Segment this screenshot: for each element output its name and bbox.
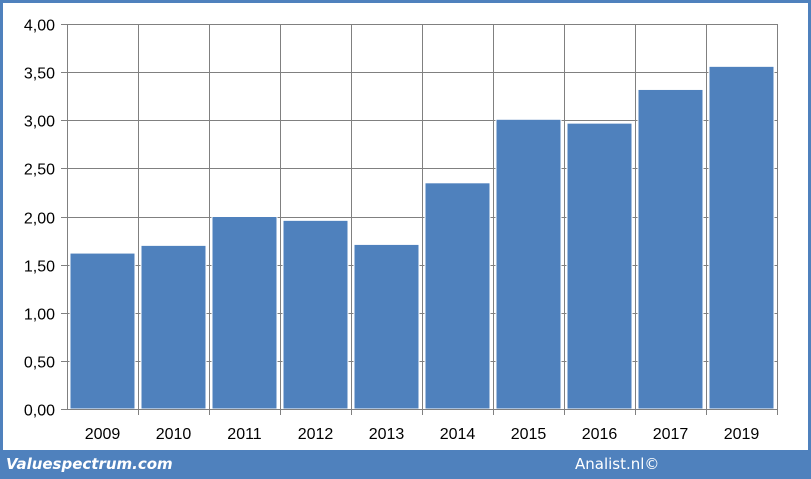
x-tick-label: 2019 xyxy=(724,426,760,443)
footer-source-left: Valuespectrum.com xyxy=(6,455,173,473)
x-tick-label: 2015 xyxy=(511,426,547,443)
plot-panel: 0,00 0,50 1,00 1,50 2,00 2,50 3,00 3,50 4,00 200… xyxy=(3,3,808,450)
y-tick-label: 3,00 xyxy=(24,114,55,131)
x-tick-label: 2012 xyxy=(298,426,334,443)
y-tick-label: 2,50 xyxy=(24,162,55,179)
x-tick-label: 2017 xyxy=(653,426,689,443)
bar-2016 xyxy=(566,122,633,410)
y-tick-label: 3,50 xyxy=(24,66,55,83)
y-tick-labels: 0,00 0,50 1,00 1,50 2,00 2,50 3,00 3,50 4,00 xyxy=(24,18,55,420)
y-tick-label: 1,50 xyxy=(24,259,55,276)
footer-source-right: Analist.nl© xyxy=(575,455,660,473)
y-tick-label: 0,50 xyxy=(24,355,55,372)
bar-2009 xyxy=(69,252,136,410)
bar-2010 xyxy=(140,244,207,410)
bar-2019 xyxy=(708,65,775,410)
x-tick-labels: 2009 2010 2011 2012 2013 2014 2015 2016 2017 2019 xyxy=(85,426,760,443)
bar-2015 xyxy=(495,118,562,410)
bar-2017 xyxy=(637,88,704,410)
y-tick-label: 2,00 xyxy=(24,211,55,228)
y-tick-label: 4,00 xyxy=(24,18,55,35)
y-tick-label: 0,00 xyxy=(24,403,55,420)
bar-2014 xyxy=(424,182,491,410)
x-tick-label: 2009 xyxy=(85,426,121,443)
bars xyxy=(69,65,775,410)
grid-lines xyxy=(67,24,778,409)
bar-2012 xyxy=(282,219,349,410)
bar-2011 xyxy=(211,216,278,410)
bar-2013 xyxy=(353,243,420,410)
bar-chart: 0,00 0,50 1,00 1,50 2,00 2,50 3,00 3,50 4,00 200… xyxy=(24,18,778,443)
x-tick-label: 2016 xyxy=(582,426,618,443)
x-tick-label: 2013 xyxy=(369,426,405,443)
x-tick-label: 2014 xyxy=(440,426,476,443)
x-tick-label: 2011 xyxy=(227,426,262,443)
axes xyxy=(61,24,778,415)
y-tick-label: 1,00 xyxy=(24,307,55,324)
x-tick-label: 2010 xyxy=(156,426,192,443)
